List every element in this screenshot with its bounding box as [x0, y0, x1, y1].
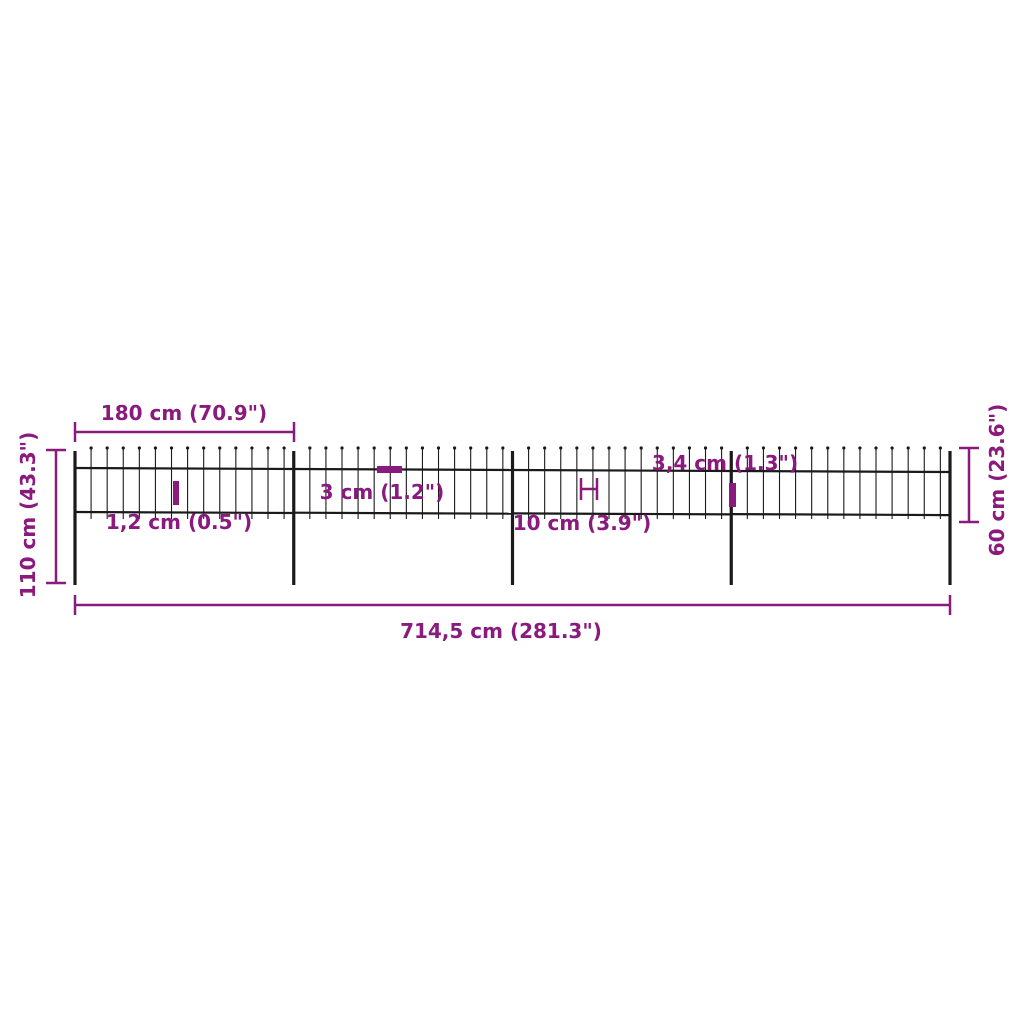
picket-diameter-label: 1,2 cm (0.5")	[106, 510, 252, 534]
picket-finial	[218, 446, 222, 450]
picket-finial	[324, 446, 328, 450]
picket-finial	[906, 446, 910, 450]
rail-width-marker	[377, 466, 402, 473]
picket-finial	[655, 446, 659, 450]
picket-finial	[105, 446, 109, 450]
panel-width-label: 180 cm (70.9")	[101, 401, 267, 425]
top-rail	[731, 469, 951, 474]
rails	[74, 466, 951, 517]
picket-finial	[671, 446, 675, 450]
picket-finial	[703, 446, 708, 450]
picket-finial	[639, 446, 643, 450]
top-rail	[293, 467, 513, 472]
fence-height-label: 60 cm (23.6")	[985, 404, 1009, 557]
top-rail	[512, 468, 732, 473]
picket-finial	[543, 446, 547, 450]
picket-finial	[266, 446, 270, 450]
picket-finial	[485, 446, 489, 450]
bottom-rail	[512, 512, 732, 516]
picket-finial	[436, 446, 441, 450]
picket-finial	[810, 446, 814, 450]
picket-finial	[469, 446, 473, 450]
picket-finial	[137, 446, 141, 450]
rail-width-label: 3 cm (1.2")	[320, 480, 445, 504]
picket-diameter-marker	[173, 481, 179, 505]
picket-finial	[121, 446, 125, 450]
picket-finial	[591, 446, 595, 450]
picket-finial	[420, 446, 425, 450]
picket-finial	[169, 446, 174, 450]
picket-finial	[308, 446, 312, 450]
picket-finial	[526, 446, 531, 450]
picket-finial	[777, 446, 782, 450]
picket-finial	[282, 446, 286, 450]
picket-spacing-label: 10 cm (3.9")	[513, 511, 652, 535]
picket-finial	[356, 446, 360, 450]
post-diameter-label: 3,4 cm (1.3")	[652, 451, 798, 475]
picket-finial	[687, 446, 692, 450]
picket-finial	[761, 446, 766, 450]
picket-finial	[388, 446, 392, 450]
total-length-label: 714,5 cm (281.3")	[400, 619, 602, 643]
total-height-label: 110 cm (43.3")	[16, 432, 40, 598]
picket-finial	[858, 446, 862, 450]
picket-finial	[559, 446, 563, 450]
picket-finial	[826, 446, 830, 450]
posts	[73, 451, 952, 585]
picket-finial	[452, 446, 457, 450]
picket-finial	[719, 446, 724, 450]
pickets	[89, 446, 942, 519]
picket-finial	[501, 446, 505, 450]
picket-finial	[842, 446, 846, 450]
picket-finial	[922, 446, 926, 450]
picket-finial	[607, 446, 611, 450]
picket-finial	[372, 446, 376, 450]
bottom-rail	[293, 511, 513, 515]
picket-finial	[745, 446, 749, 450]
picket-finial	[623, 446, 627, 450]
picket-finial	[793, 446, 798, 450]
picket-finial	[153, 446, 158, 450]
picket-finial	[404, 446, 408, 450]
top-rail	[74, 466, 294, 471]
picket-finial	[89, 446, 93, 450]
post-diameter-marker	[729, 483, 736, 507]
picket-spacing-marker	[579, 478, 599, 500]
picket-finial	[250, 446, 254, 450]
picket-finial	[234, 446, 238, 450]
picket-finial	[202, 446, 206, 450]
picket-finial	[185, 446, 190, 450]
picket-finial	[874, 446, 878, 450]
picket-finial	[575, 446, 579, 450]
picket-finial	[938, 446, 942, 450]
bottom-rail	[74, 510, 294, 515]
bottom-rail	[731, 512, 951, 517]
picket-finial	[340, 446, 344, 450]
picket-finial	[890, 446, 894, 450]
